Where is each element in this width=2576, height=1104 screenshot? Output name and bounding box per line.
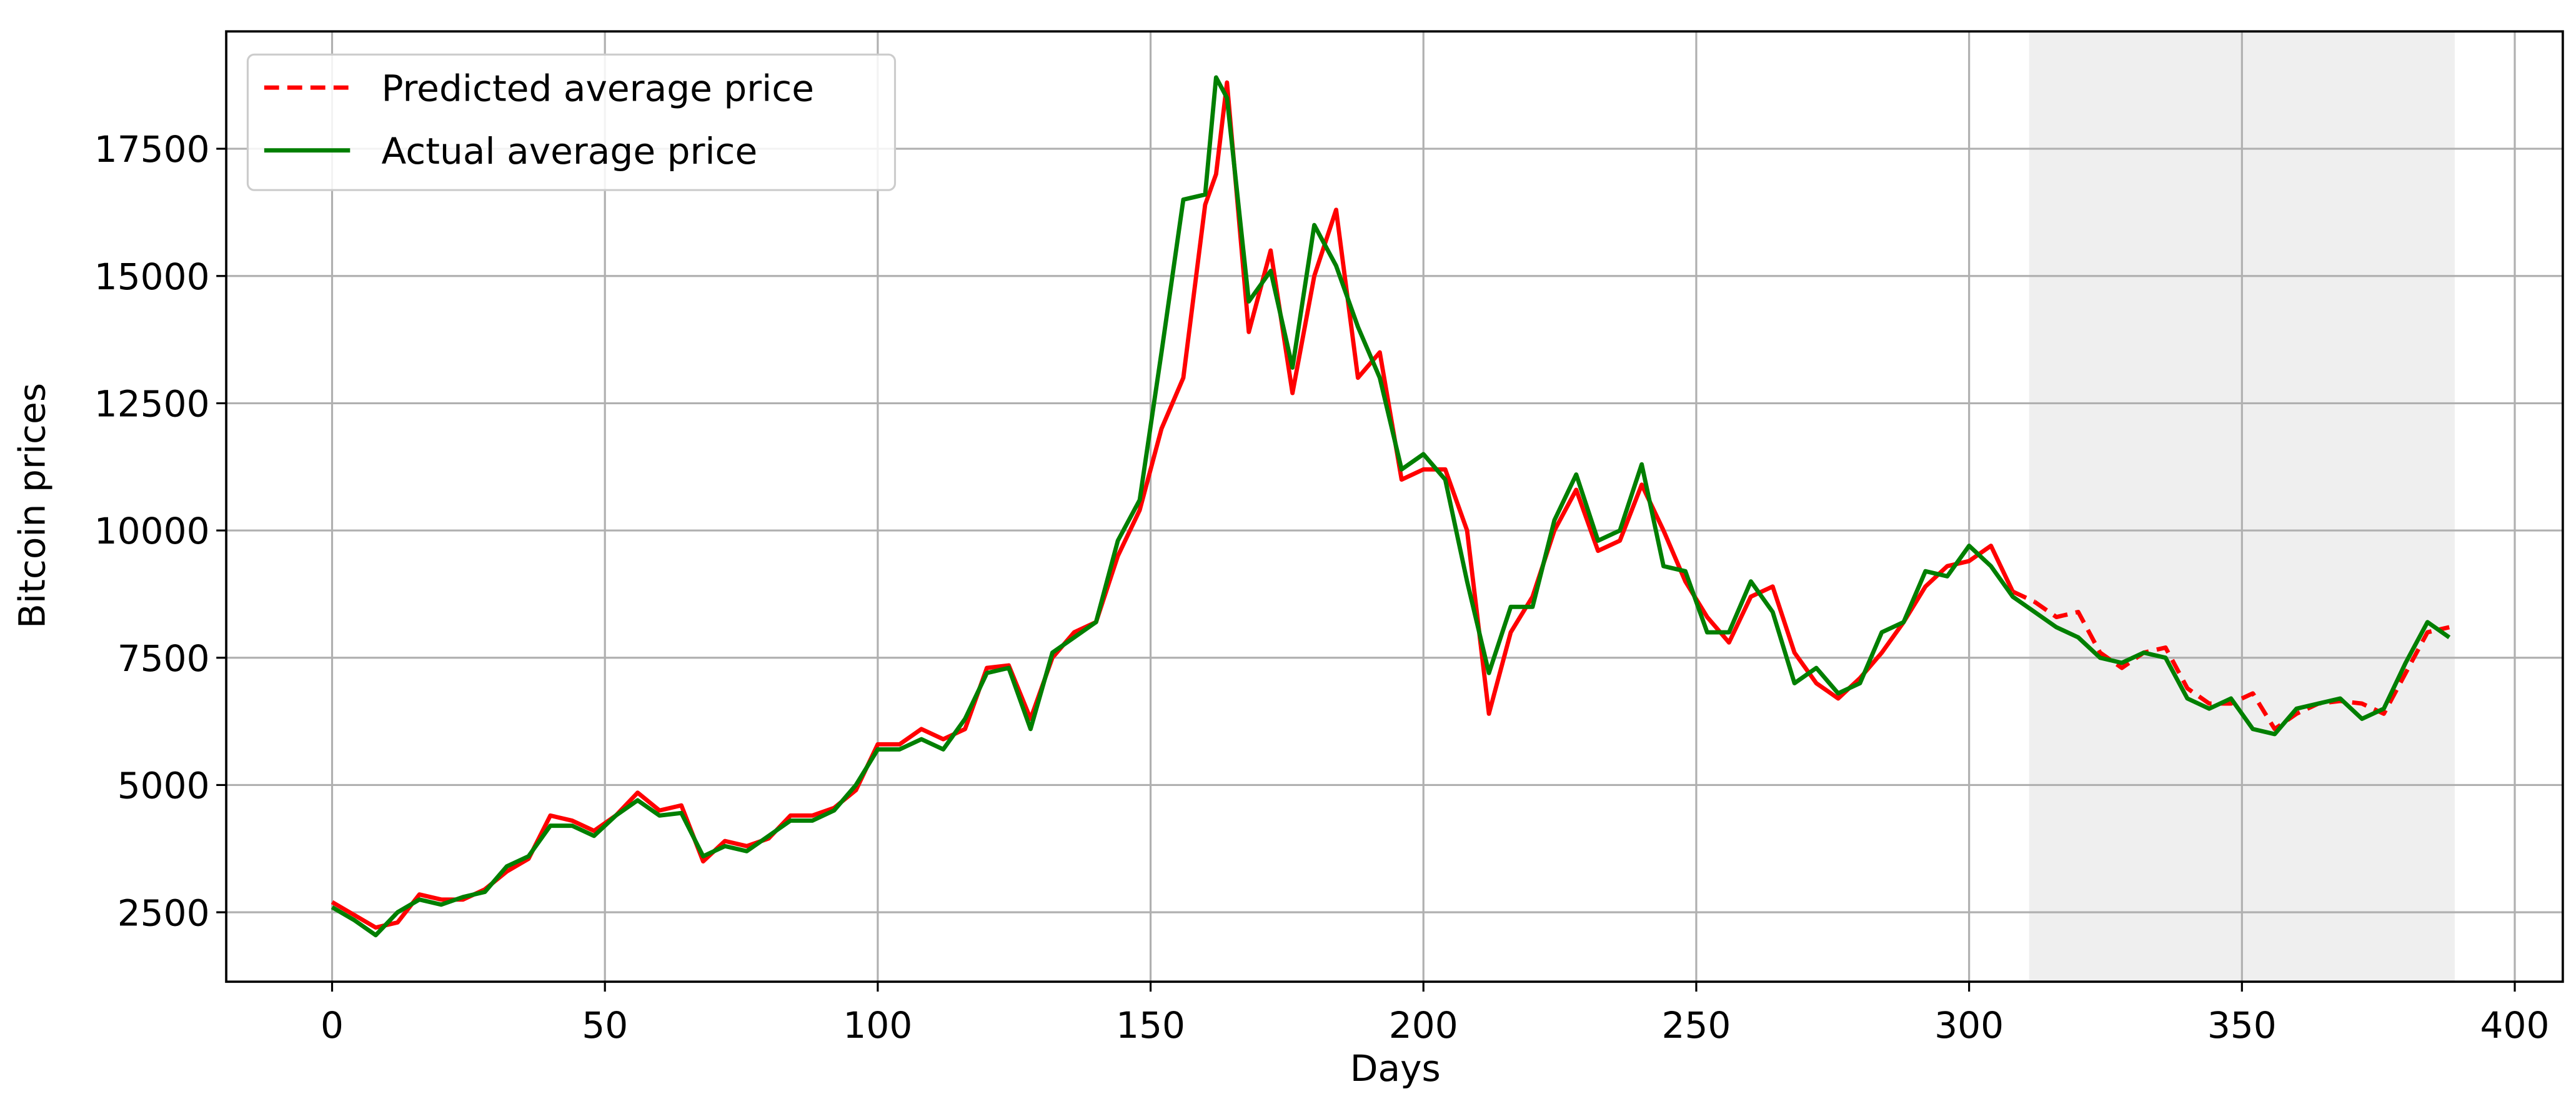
y-axis-label: Bitcoin prices <box>11 383 53 629</box>
y-tick-label: 2500 <box>117 892 210 934</box>
series-line <box>331 75 2451 938</box>
series-connector <box>2012 589 2036 604</box>
y-tick-label: 10000 <box>94 510 210 552</box>
x-tick-label: 150 <box>1116 1004 1185 1047</box>
x-tick-label: 0 <box>321 1004 344 1047</box>
series-line <box>331 80 2015 930</box>
legend-label: Actual average price <box>382 130 758 172</box>
plot-frame <box>225 30 2564 983</box>
legend-box <box>246 53 897 191</box>
legend-label: Predicted average price <box>382 67 815 109</box>
legend: Predicted average price Actual average pr… <box>246 53 897 191</box>
x-tick-label: 250 <box>1661 1004 1731 1047</box>
x-tick-label: 350 <box>2207 1004 2277 1047</box>
y-tick-label: 17500 <box>94 128 210 171</box>
y-tick-label: 7500 <box>117 637 210 680</box>
x-tick-label: 200 <box>1389 1004 1458 1047</box>
x-tick-label: 100 <box>843 1004 912 1047</box>
x-axis-label: Days <box>1350 1047 1441 1090</box>
y-tick-label: 15000 <box>94 256 210 298</box>
y-tick-label: 5000 <box>117 765 210 807</box>
x-tick-label: 400 <box>2480 1004 2550 1047</box>
y-tick-label: 12500 <box>94 383 210 425</box>
x-tick-label: 300 <box>1934 1004 2004 1047</box>
x-tick-label: 50 <box>582 1004 628 1047</box>
